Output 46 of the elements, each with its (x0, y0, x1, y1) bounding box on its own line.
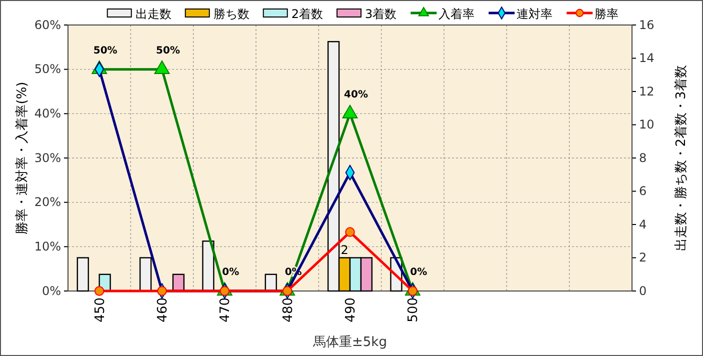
point (157, 286, 167, 296)
x-axis-title: 馬体重±5kg (312, 335, 387, 350)
data-label: 40% (344, 90, 368, 101)
y-axis-title: 勝率・連対率・入着率(%) (14, 82, 30, 234)
x-tick-label: 500 (406, 298, 422, 322)
bar (202, 240, 214, 292)
y-tick-label: 30% (34, 150, 61, 165)
point (94, 286, 104, 296)
x-tick-label: 460 (156, 298, 171, 322)
data-label: 0% (410, 267, 428, 278)
data-label: 2 (340, 242, 348, 257)
bar (76, 257, 89, 292)
y2-tick-label: 14 (639, 51, 654, 66)
point (342, 104, 358, 118)
y2-tick-label: 16 (639, 18, 654, 32)
legend-label: 2着数 (291, 7, 323, 21)
point (154, 60, 170, 74)
data-label: 50% (156, 45, 180, 56)
y-tick-label: 40% (34, 106, 61, 121)
y2-tick-label: 6 (639, 184, 647, 198)
legend-label: 入着率 (438, 7, 475, 21)
data-label: 50% (93, 45, 118, 56)
x-tick-label: 490 (344, 298, 359, 322)
legend-label: 勝ち数 (213, 7, 250, 21)
y2-tick-label: 4 (639, 217, 647, 232)
y2-tick-label: 8 (639, 150, 647, 165)
x-tick-label: 480 (280, 298, 296, 322)
y-tick-label: 60% (34, 18, 61, 32)
y2-axis-title: 出走数・勝ち数・2着数・3着数 (673, 65, 689, 251)
y2-tick-label: 0 (639, 284, 647, 298)
y-tick-label: 0% (42, 284, 61, 298)
y2-tick-label: 10 (639, 118, 654, 132)
data-label: 0% (222, 267, 240, 278)
y2-tick-label: 2 (639, 250, 647, 265)
legend-label: 勝率 (594, 7, 619, 21)
legend-label: 出走数 (135, 7, 172, 21)
y2-tick-label: 12 (639, 84, 654, 98)
y-tick-label: 20% (34, 195, 61, 210)
x-tick-label: 450 (92, 298, 108, 322)
point (345, 227, 355, 237)
y-tick-label: 10% (34, 240, 61, 254)
legend-label: 連対率 (516, 7, 553, 21)
x-tick-label: 470 (218, 298, 234, 322)
bar (139, 257, 152, 292)
legend-label: 3着数 (365, 7, 397, 21)
y-tick-label: 50% (34, 62, 61, 76)
